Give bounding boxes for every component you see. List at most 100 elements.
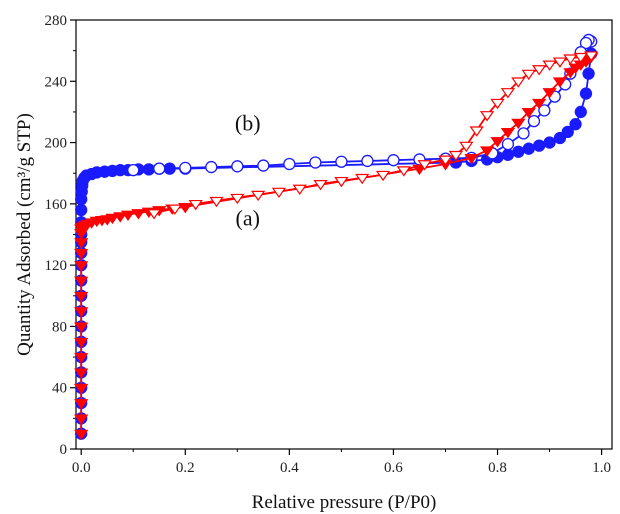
data-point — [561, 125, 574, 138]
data-point — [131, 209, 146, 220]
data-point — [250, 190, 266, 202]
data-point — [334, 176, 349, 188]
data-point — [74, 261, 89, 272]
data-point — [538, 104, 551, 117]
x-tick-label: 1.0 — [592, 460, 611, 476]
data-point — [396, 166, 411, 177]
y-tick-label: 200 — [45, 136, 68, 152]
data-point — [179, 161, 192, 175]
data-point — [74, 276, 89, 287]
series-a-adsorption — [74, 52, 599, 441]
data-point — [521, 108, 536, 119]
y-tick-label: 40 — [52, 381, 67, 397]
data-point — [469, 126, 484, 137]
data-point — [375, 170, 391, 182]
data-point — [479, 146, 495, 157]
axes: 0 40 80 120 160 200 240 280 0.0 0.2 0.4 0.6 0.8 1.0 — [45, 13, 613, 476]
data-point — [257, 159, 270, 172]
data-point — [490, 98, 505, 110]
data-point — [120, 210, 136, 222]
data-point — [113, 212, 128, 223]
series-b-desorption — [127, 33, 598, 177]
series-a-desorption — [146, 51, 599, 220]
data-point — [459, 141, 474, 153]
y-tick-label: 120 — [45, 258, 68, 274]
data-point — [74, 307, 89, 318]
data-point — [573, 52, 588, 64]
data-point — [153, 162, 166, 175]
data-point — [188, 199, 203, 211]
data-point — [146, 209, 162, 220]
data-point — [532, 98, 547, 110]
x-tick-label: 0.2 — [176, 460, 195, 476]
annotation-label: (b) — [235, 110, 261, 135]
data-point — [569, 118, 582, 131]
data-point — [512, 145, 525, 158]
data-point — [582, 67, 595, 80]
data-point — [511, 118, 526, 130]
data-point — [543, 136, 556, 149]
data-point — [387, 154, 400, 167]
data-point — [563, 68, 578, 79]
data-point — [417, 160, 432, 171]
data-point — [490, 137, 505, 148]
data-point — [309, 156, 322, 169]
data-point — [500, 88, 516, 99]
series-b-adsorption — [75, 47, 598, 440]
data-point — [542, 88, 557, 99]
x-tick-label: 0.0 — [72, 460, 91, 476]
data-point — [74, 291, 89, 303]
data-point — [532, 65, 547, 76]
data-point — [209, 196, 224, 208]
x-tick-label: 0.8 — [488, 460, 507, 476]
data-point — [292, 184, 307, 195]
data-point — [542, 60, 557, 71]
data-point — [271, 187, 287, 199]
y-tick-label: 0 — [60, 442, 68, 458]
data-point — [283, 157, 296, 171]
data-point — [574, 105, 587, 119]
data-point — [479, 111, 495, 122]
data-point — [511, 77, 526, 88]
data-point — [563, 54, 578, 65]
data-point — [579, 87, 593, 100]
series-line — [80, 56, 592, 434]
y-tick-label: 280 — [45, 13, 68, 29]
data-point — [500, 127, 516, 139]
data-point — [75, 203, 88, 217]
annotation-label: (a) — [236, 205, 260, 230]
data-point — [501, 148, 515, 161]
y-axis-title: Quantity Adsorbed (cm³/g STP) — [14, 113, 35, 356]
data-point — [313, 180, 328, 191]
data-point — [205, 160, 218, 174]
series-line — [80, 53, 593, 434]
data-point — [521, 69, 536, 81]
x-axis-title: Relative pressure (P/P0) — [252, 492, 437, 513]
data-point — [74, 337, 89, 349]
data-point — [552, 57, 568, 68]
y-tick-label: 160 — [45, 197, 68, 213]
data-point — [584, 51, 599, 62]
data-point — [74, 368, 89, 379]
data-point — [579, 36, 593, 50]
data-point — [230, 193, 245, 205]
data-point — [74, 248, 89, 260]
data-point — [105, 213, 120, 225]
data-point — [74, 429, 89, 441]
data-point — [355, 173, 370, 185]
data-point — [74, 414, 89, 425]
data-point — [438, 155, 453, 166]
data-point — [501, 137, 515, 151]
data-point — [74, 383, 89, 395]
plot-frame — [75, 19, 613, 450]
data-point — [522, 142, 535, 155]
data-point — [532, 139, 546, 152]
data-point — [361, 154, 374, 168]
x-tick-label: 0.4 — [280, 460, 299, 476]
data-point — [527, 114, 541, 128]
y-tick-label: 240 — [45, 74, 68, 90]
data-point — [74, 322, 89, 333]
data-point — [74, 399, 89, 410]
data-point — [552, 77, 568, 88]
